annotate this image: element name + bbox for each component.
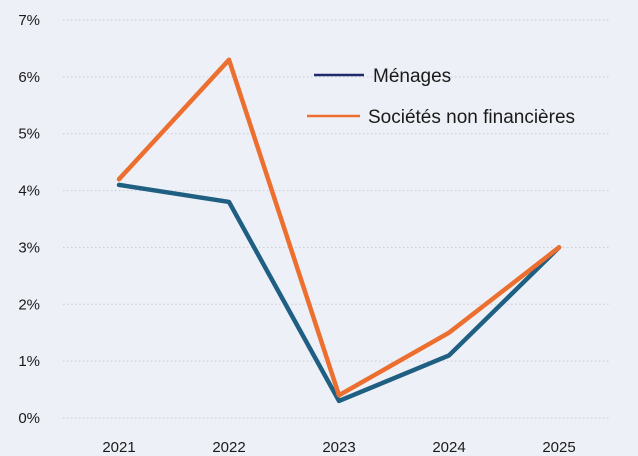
legend-label-menages: Ménages bbox=[373, 66, 451, 87]
y-tick-label: 2% bbox=[18, 296, 40, 313]
y-axis-tick-labels: 0% 1% 2% 3% 4% 5% 6% 7% bbox=[18, 12, 40, 427]
y-tick-label: 3% bbox=[18, 239, 40, 256]
y-tick-label: 6% bbox=[18, 69, 40, 86]
x-tick-label: 2022 bbox=[212, 439, 245, 456]
x-tick-label: 2024 bbox=[432, 439, 465, 456]
y-tick-label: 1% bbox=[18, 353, 40, 370]
series-lines bbox=[116, 57, 562, 404]
grid-lines bbox=[63, 19, 610, 419]
x-tick-label: 2023 bbox=[322, 439, 355, 456]
y-tick-label: 0% bbox=[18, 410, 40, 427]
y-tick-label: 7% bbox=[18, 12, 40, 29]
legend: Ménages Sociétés non financières bbox=[307, 66, 575, 128]
y-tick-label: 5% bbox=[18, 126, 40, 143]
legend-label-societes-non-financieres: Sociétés non financières bbox=[368, 107, 575, 128]
y-tick-label: 4% bbox=[18, 183, 40, 200]
x-axis-tick-labels: 2021 2022 2023 2024 2025 bbox=[102, 439, 575, 456]
series-line-menages bbox=[116, 182, 562, 404]
x-tick-label: 2025 bbox=[542, 439, 575, 456]
x-tick-label: 2021 bbox=[102, 439, 135, 456]
